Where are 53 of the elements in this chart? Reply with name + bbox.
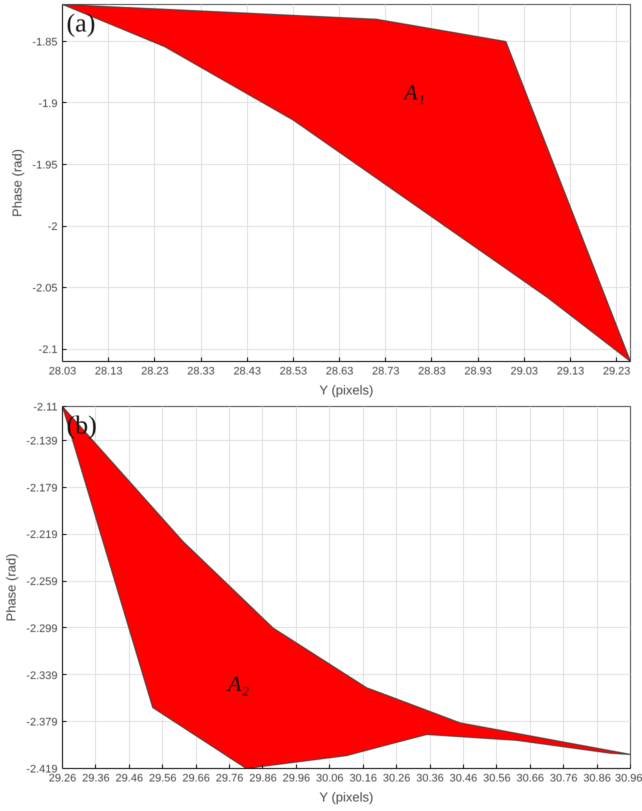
x-tick-label: 30.66 xyxy=(516,772,544,784)
y-tick-label: -2.339 xyxy=(26,670,58,682)
y-tick-label: -2.299 xyxy=(26,622,58,635)
x-tick-label: 30.26 xyxy=(382,772,410,784)
x-tick-label: 28.03 xyxy=(48,366,76,378)
x-tick-label: 30.86 xyxy=(583,772,611,784)
x-tick-label: 29.86 xyxy=(249,772,277,784)
y-tick-label: -2.11 xyxy=(33,402,58,414)
x-tick-label: 29.96 xyxy=(282,772,310,784)
x-tick-label: 28.63 xyxy=(326,366,354,378)
y-tick-label: -1.85 xyxy=(32,36,58,48)
y-tick-label: -2.419 xyxy=(26,764,58,776)
x-tick-label: 29.13 xyxy=(556,366,584,378)
y-tick-label: -2.379 xyxy=(26,716,58,729)
x-tick-label: 28.93 xyxy=(464,366,492,378)
x-tick-label: 30.06 xyxy=(316,772,344,784)
x-tick-label: 29.36 xyxy=(82,772,110,784)
annotation: (a) xyxy=(66,8,96,38)
y-axis-title: Phase (rad) xyxy=(9,149,24,217)
x-tick-label: 30.46 xyxy=(450,772,478,784)
y-axis-title: Phase (rad) xyxy=(3,554,18,622)
y-tick-label: -2.05 xyxy=(32,282,58,295)
x-tick-label: 29.23 xyxy=(602,366,630,378)
y-tick-label: -2.219 xyxy=(26,529,58,542)
x-tick-label: 29.56 xyxy=(148,772,177,784)
y-tick-label: -1.95 xyxy=(32,160,58,172)
annotation: A₁ xyxy=(402,79,426,104)
x-tick-label: 28.53 xyxy=(280,366,308,378)
x-tick-label: 30.76 xyxy=(550,772,578,784)
y-tick-label: -1.9 xyxy=(38,98,58,110)
x-tick-label: 29.03 xyxy=(510,366,538,378)
x-tick-label: 30.56 xyxy=(483,772,511,784)
x-tick-label: 28.83 xyxy=(418,366,446,378)
x-tick-label: 29.66 xyxy=(182,772,210,784)
y-tick-label: -2.1 xyxy=(38,344,58,356)
y-tick-label: -2.139 xyxy=(26,435,58,448)
x-tick-label: 29.26 xyxy=(48,772,76,784)
y-tick-label: -2.259 xyxy=(26,576,58,588)
x-tick-label: 29.76 xyxy=(216,772,244,784)
y-tick-label: -2.179 xyxy=(26,482,58,494)
x-tick-label: 28.43 xyxy=(233,366,261,378)
annotation: A₂ xyxy=(226,671,250,696)
x-tick-label: 29.46 xyxy=(116,772,144,784)
x-tick-label: 30.36 xyxy=(416,772,444,784)
x-tick-label: 28.13 xyxy=(94,366,122,378)
x-axis-title: Y (pixels) xyxy=(319,382,374,398)
x-tick-label: 28.33 xyxy=(187,366,215,378)
x-tick-label: 30.96 xyxy=(614,772,642,784)
x-tick-label: 28.23 xyxy=(141,366,169,378)
x-tick-label: 30.16 xyxy=(349,772,377,784)
x-tick-label: 28.73 xyxy=(372,366,400,378)
x-axis-title: Y (pixels) xyxy=(319,790,374,804)
y-tick-label: -2 xyxy=(48,221,58,234)
